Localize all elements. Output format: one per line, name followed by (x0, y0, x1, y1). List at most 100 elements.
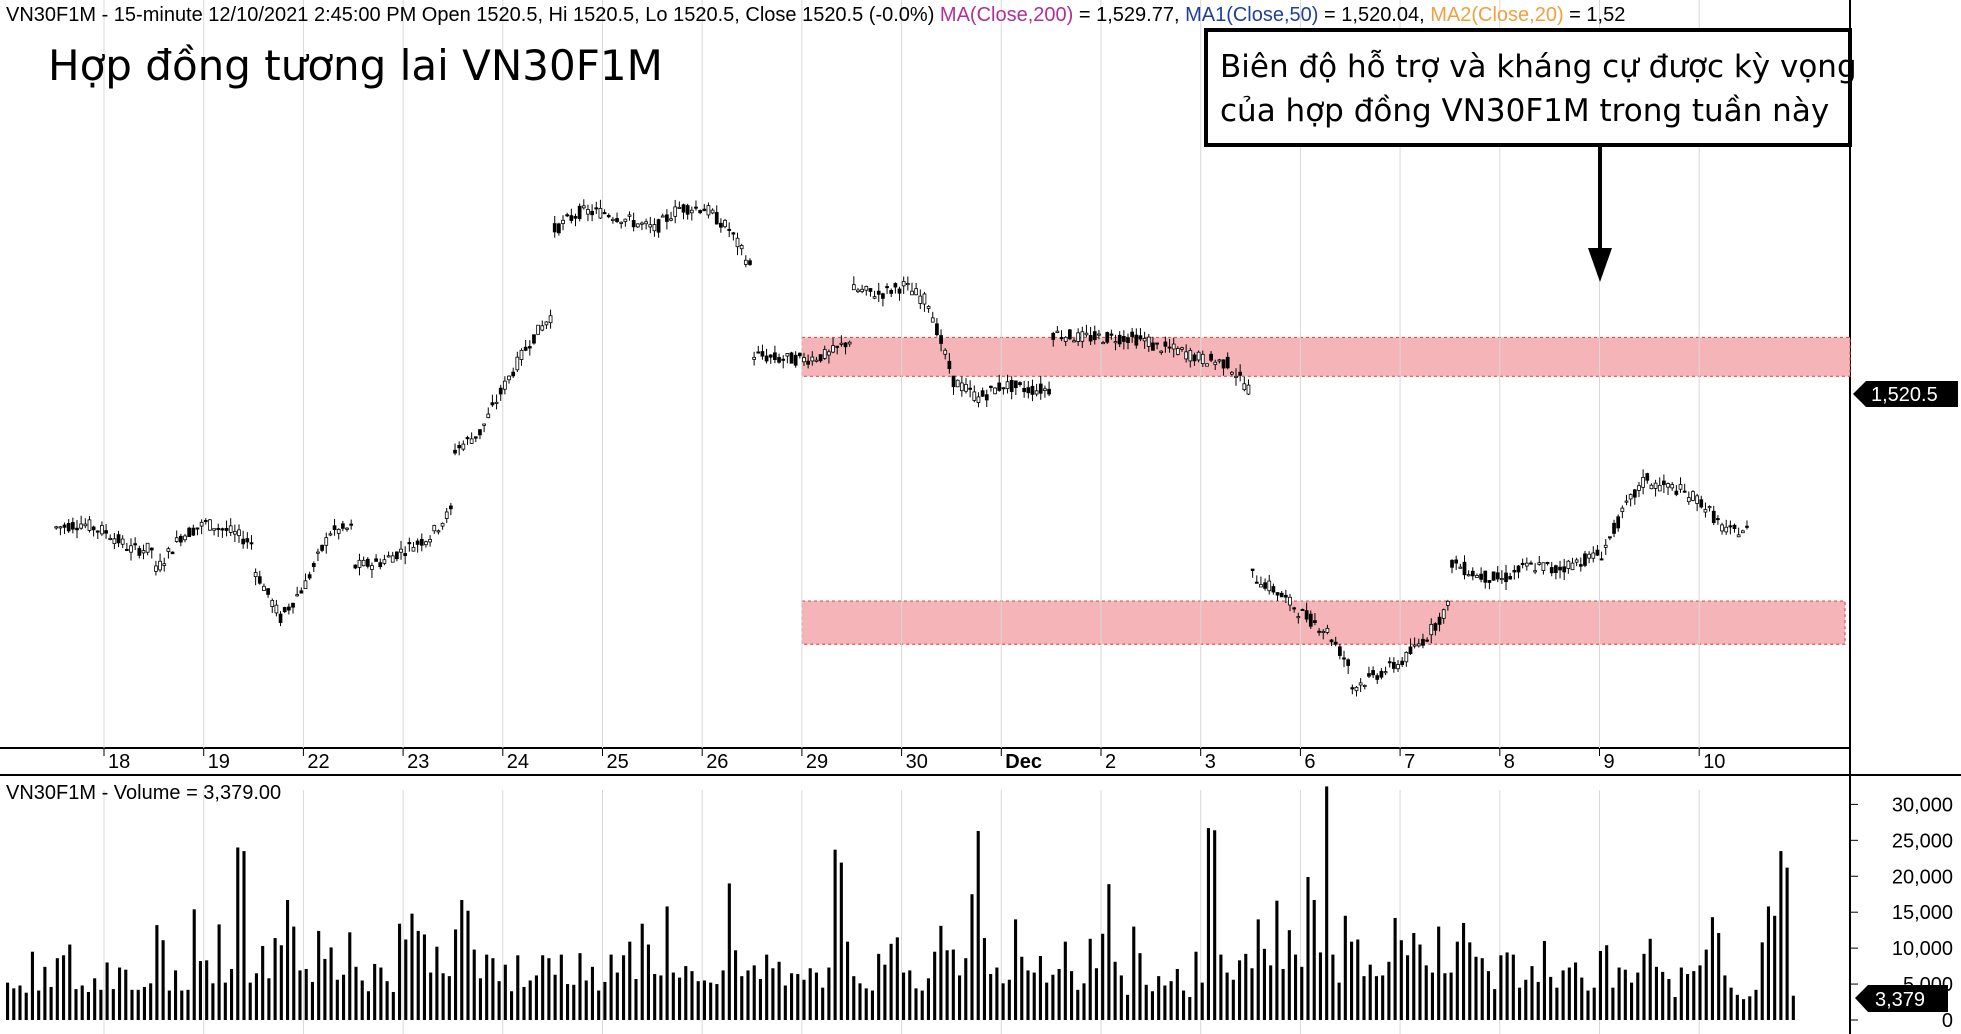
candle-body (1001, 387, 1006, 390)
volume-bar (354, 966, 358, 1020)
volume-bar (715, 984, 719, 1020)
volume-bar (964, 958, 968, 1020)
volume-bar (248, 982, 252, 1020)
volume-bar (1766, 906, 1770, 1020)
candle-body (328, 533, 333, 536)
candle-body (785, 353, 790, 357)
candle-body (930, 317, 935, 323)
volume-bar (130, 989, 134, 1020)
candle-body (1512, 569, 1517, 573)
candle-body (1009, 380, 1014, 392)
candle-body (378, 562, 383, 568)
candle-body (1051, 332, 1056, 340)
candle-body (1524, 562, 1529, 567)
volume-bar (914, 988, 918, 1020)
volume-bar (1163, 985, 1167, 1020)
volume-bar (1107, 884, 1111, 1020)
volume-bar (1424, 965, 1428, 1020)
volume-bar (1704, 949, 1708, 1020)
volume-bar (1014, 919, 1018, 1020)
candle-body (1400, 660, 1405, 665)
volume-bar (1356, 939, 1360, 1020)
candle-body (498, 387, 503, 395)
volume-bar (1486, 971, 1490, 1020)
candle-body (66, 522, 71, 532)
volume-bar (939, 925, 943, 1020)
x-tick-label: 22 (307, 751, 329, 773)
volume-bar (1200, 982, 1204, 1020)
ma200-label: MA(Close,200) (940, 4, 1073, 26)
candle-body (220, 528, 225, 531)
volume-bar (1294, 954, 1298, 1020)
candle-body (1425, 639, 1429, 642)
candle-body (955, 379, 960, 388)
candle-body (523, 346, 528, 351)
candle-body (124, 548, 129, 551)
volume-bar (802, 979, 806, 1020)
volume-bar (43, 966, 47, 1020)
volume-bar (1281, 968, 1285, 1020)
candle-body (353, 564, 358, 569)
volume-bar (1742, 999, 1746, 1020)
x-tick-label: 29 (806, 751, 828, 773)
candle-body (939, 335, 943, 344)
candle-body (303, 580, 308, 590)
volume-bar (926, 978, 930, 1020)
candle-body (1047, 388, 1051, 395)
volume-bar (1679, 967, 1683, 1020)
volume-bar (690, 971, 694, 1020)
volume-bar (696, 981, 700, 1020)
candle-body (1458, 566, 1463, 569)
candle-body (1720, 524, 1724, 532)
volume-bar (491, 958, 495, 1020)
volume-bar (211, 983, 215, 1020)
candle-body (972, 391, 977, 401)
volume-bar (1144, 984, 1148, 1020)
candle-body (1254, 581, 1259, 584)
candle-body (615, 218, 619, 222)
volume-bar (74, 989, 78, 1020)
volume-bar (1275, 900, 1279, 1020)
candle-body (1549, 567, 1554, 574)
candle-body (889, 290, 894, 294)
volume-bar (777, 961, 781, 1020)
candle-body (685, 205, 690, 215)
volume-bar (379, 967, 383, 1020)
candle-body (731, 232, 736, 235)
candle-body (1466, 574, 1471, 577)
candle-body (262, 585, 266, 591)
volume-bar (1499, 955, 1503, 1020)
candle-body (1205, 363, 1209, 367)
volume-bar (902, 972, 906, 1020)
candle-body (1387, 661, 1392, 664)
candle-body (619, 221, 624, 224)
ma50-label: MA1(Close,50) (1185, 4, 1318, 26)
ma200-value: = 1,529.77, (1073, 4, 1185, 26)
candle-body (1529, 562, 1533, 565)
candle-body (1404, 651, 1409, 663)
vol-y-tick-label: 15,000 (1892, 902, 1953, 924)
volume-bar (603, 981, 607, 1020)
volume-bar (597, 990, 601, 1020)
candle-body (702, 208, 707, 212)
volume-bar (441, 973, 445, 1020)
volume-bar (1586, 990, 1590, 1020)
candle-body (419, 538, 424, 546)
candle-body (1221, 359, 1226, 369)
candle-body (1686, 497, 1691, 503)
volume-bar (858, 983, 862, 1020)
candle-body (814, 359, 819, 362)
candle-body (1545, 561, 1550, 564)
candle-body (1396, 664, 1400, 670)
candle-body (1657, 485, 1662, 492)
candle-body (847, 341, 852, 345)
candle-body (1504, 572, 1508, 583)
volume-bar (665, 906, 669, 1020)
candle-body (1645, 473, 1650, 481)
candle-body (1018, 382, 1022, 385)
volume-bar (454, 929, 458, 1020)
volume-bar (478, 978, 482, 1020)
volume-bar (640, 923, 644, 1020)
volume-bar (1381, 975, 1385, 1020)
candle-body (536, 324, 540, 335)
